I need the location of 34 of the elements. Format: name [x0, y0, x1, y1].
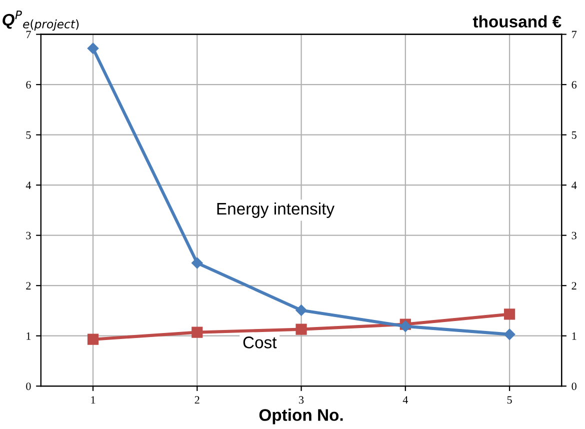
x-tick-label: 1	[91, 396, 96, 404]
y-tick-label: 7	[26, 30, 31, 38]
text: Energy intensity	[217, 202, 335, 218]
point	[192, 257, 203, 269]
series-label: Cost	[243, 336, 277, 348]
y2-tick-label: 5	[572, 131, 576, 139]
y2-tick-label: 7	[572, 30, 577, 38]
y-tick-label: 2	[26, 282, 31, 290]
x-tick-label: 4	[402, 396, 408, 404]
x-tick-label: 2	[194, 396, 200, 404]
y2-tick-label: 2	[572, 282, 576, 290]
point	[504, 328, 516, 340]
point	[504, 308, 516, 320]
point	[296, 304, 307, 316]
y-axis-title: Q$^{P}$$_{e(project)}$	[2, 10, 79, 31]
y-tick-label: 5	[26, 131, 31, 139]
y-tick-label: 3	[26, 232, 31, 240]
y2-tick-label: 6	[572, 81, 577, 89]
y2-tick-label: 4	[572, 182, 577, 189]
y-tick-label: 4	[26, 182, 32, 189]
point	[87, 334, 99, 345]
x-axis-title: Option No.	[259, 408, 343, 424]
y2-tick-label: 3	[572, 232, 576, 240]
y2-tick-label: 1	[572, 332, 576, 340]
point	[296, 324, 307, 335]
y-tick-label: 0	[26, 382, 31, 390]
y-tick-label: 1	[26, 332, 31, 340]
y2-axis-title: thousand €	[472, 15, 562, 28]
x-tick-label: 3	[299, 396, 304, 404]
y-tick-label: 6	[26, 81, 31, 89]
point	[192, 326, 203, 338]
x-tick-label: 5	[507, 396, 512, 404]
y2-tick-label: 0	[572, 382, 576, 390]
point	[87, 42, 99, 54]
